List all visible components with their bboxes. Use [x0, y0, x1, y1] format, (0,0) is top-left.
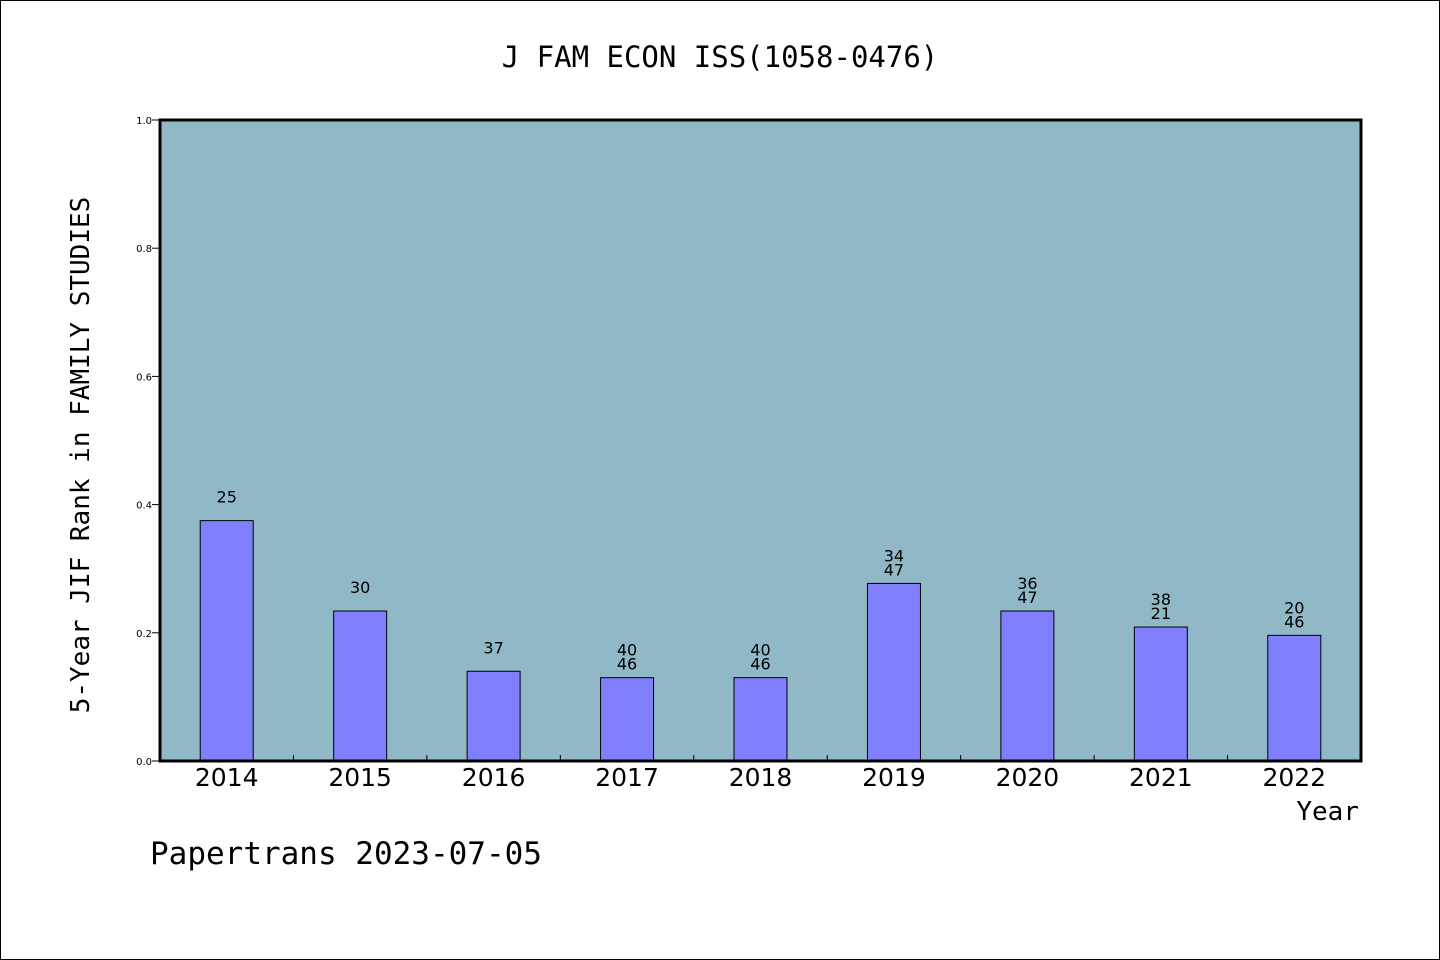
- bar-data-label: 37: [483, 638, 503, 657]
- bars: [199, 520, 1322, 762]
- bar-2014: [199, 520, 254, 762]
- bar-data-label: 46: [750, 655, 770, 674]
- y-tick-label: 0.2: [136, 629, 152, 640]
- y-tick-label: 0.0: [136, 757, 152, 768]
- bar-data-label: 38: [1151, 590, 1171, 609]
- bar-2021: [1133, 626, 1188, 762]
- x-tick-label: 2019: [862, 763, 926, 792]
- chart-title: J FAM ECON ISS(1058-0476): [502, 40, 939, 74]
- x-tick-label: 2022: [1262, 763, 1326, 792]
- bar-data-label: 40: [750, 641, 770, 660]
- plot-border: [158, 118, 1363, 763]
- bar-data-label: 47: [884, 560, 904, 579]
- bar-data-label: 20: [1284, 598, 1304, 617]
- y-tick-label: 0.4: [136, 501, 152, 512]
- bar-2016: [466, 670, 521, 762]
- x-tick-label: 2018: [729, 763, 793, 792]
- x-axis-label: Year: [1296, 797, 1359, 827]
- x-tick-label: 2017: [595, 763, 659, 792]
- bar-data-label: 21: [1151, 604, 1171, 623]
- bar-data-label: 47: [1017, 588, 1037, 607]
- x-tick-label: 2016: [462, 763, 526, 792]
- bar-data-label: 46: [617, 655, 637, 674]
- y-tick-label: 1.0: [136, 116, 152, 127]
- x-axis-ticks: 2014 2015 2016 2017 2018 2019 2020 2021 2022: [195, 755, 1326, 792]
- x-tick-label: 2015: [328, 763, 392, 792]
- y-axis-label: 5-Year JIF Rank in FAMILY STUDIES: [66, 197, 96, 714]
- bar-2019: [866, 582, 921, 762]
- bar-data-label: 40: [617, 641, 637, 660]
- bar-data-label: 30: [350, 578, 370, 597]
- bar-data-label: 36: [1017, 574, 1037, 593]
- bar-data-label: 46: [1284, 612, 1304, 631]
- x-tick-label: 2021: [1129, 763, 1193, 792]
- bar-2015: [333, 610, 388, 762]
- bar-data-label: 25: [217, 488, 237, 507]
- y-tick-label: 0.8: [136, 244, 152, 255]
- x-tick-label: 2020: [996, 763, 1060, 792]
- bar-2018: [733, 677, 788, 762]
- bar-2020: [1000, 610, 1055, 762]
- footer-credit: Papertrans 2023-07-05: [150, 836, 542, 872]
- x-tick-label: 2014: [195, 763, 259, 792]
- bar-2017: [600, 677, 655, 762]
- bar-data-label: 34: [884, 546, 904, 565]
- y-tick-label: 0.6: [136, 372, 152, 383]
- bar-2022: [1267, 634, 1322, 762]
- y-axis-ticks: 0.0 0.2 0.4 0.6 0.8 1.0: [136, 116, 160, 768]
